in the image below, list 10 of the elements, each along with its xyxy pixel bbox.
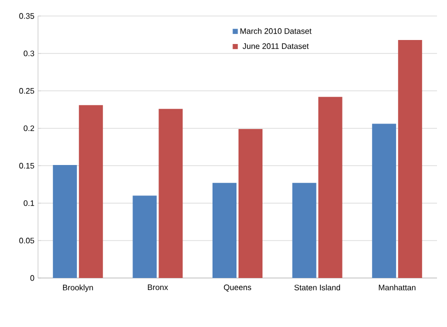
bar <box>372 124 396 278</box>
bar <box>52 164 77 278</box>
bar <box>238 129 262 278</box>
bar <box>212 182 237 278</box>
bar <box>158 108 183 278</box>
bar <box>318 96 342 278</box>
bar <box>78 105 103 278</box>
bar <box>398 40 422 278</box>
bar <box>132 196 157 278</box>
bar <box>292 182 316 278</box>
